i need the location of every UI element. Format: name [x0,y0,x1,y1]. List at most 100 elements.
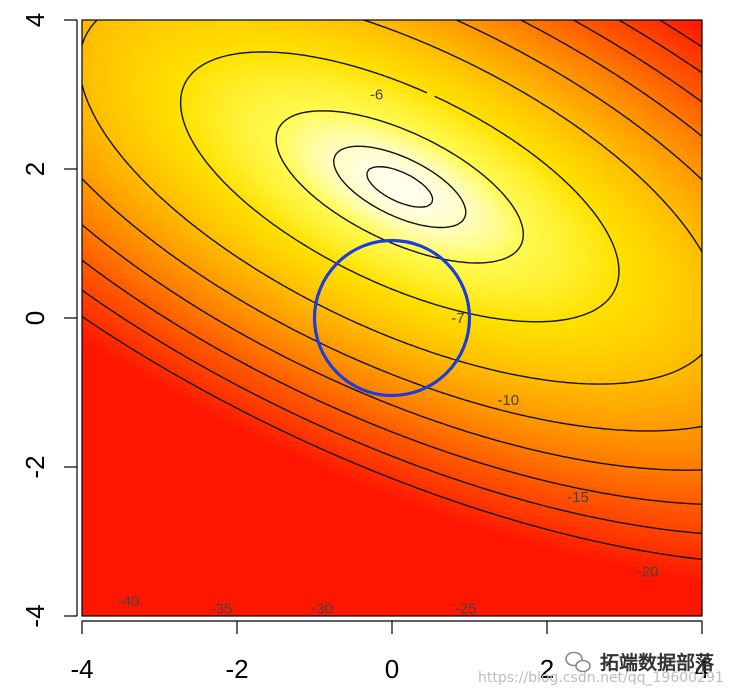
heat-cell [172,109,178,115]
heat-cell [207,178,213,185]
heat-cell [212,516,218,523]
heat-cell [102,208,108,215]
heat-cell [262,506,268,513]
heat-cell [97,233,103,240]
heat-cell [237,278,243,284]
heat-cell [167,347,173,354]
heat-cell [247,318,253,324]
heat-cell [152,99,158,106]
heat-cell [237,308,243,314]
heat-cell [177,377,183,384]
heat-cell [212,372,218,379]
heat-cell [257,169,263,175]
heat-cell [182,422,188,428]
heat-cell [152,496,158,503]
heat-cell [132,606,138,612]
heat-cell [187,476,193,483]
heat-cell [262,437,268,443]
heat-cell [222,159,228,165]
heat-cell [87,476,93,483]
heat-cell [237,159,243,165]
heat-cell [82,571,88,577]
heat-cell [272,581,278,587]
heat-cell [152,591,158,597]
heat-cell [102,556,108,562]
heat-cell [272,218,278,225]
heat-cell [282,476,288,483]
heat-cell [252,486,258,493]
heat-cell [102,64,108,71]
heat-cell [122,392,128,399]
heat-cell [112,462,118,468]
heat-cell [117,169,123,175]
heat-cell [252,134,258,140]
heat-cell [132,74,138,81]
heat-cell [162,407,168,413]
heat-cell [87,342,93,349]
heat-cell [282,377,288,384]
heat-cell [122,104,128,110]
heat-cell [212,198,218,205]
heat-cell [262,84,268,91]
heat-cell [242,367,248,374]
heat-cell [232,109,238,115]
heat-cell [122,253,128,259]
heat-cell [102,278,108,284]
heat-cell [287,273,293,279]
heat-cell [232,208,238,215]
heat-cell [157,551,163,557]
heat-cell [137,119,143,125]
heat-cell [107,372,113,379]
heat-cell [187,367,193,374]
heat-cell [237,124,243,130]
heat-cell [127,203,133,210]
heat-cell [262,606,268,612]
heat-cell [162,402,168,408]
heat-cell [137,601,143,607]
heat-cell [177,546,183,553]
heat-cell [262,357,268,364]
heat-cell [92,362,98,369]
heat-cell [192,164,198,170]
heat-cell [207,208,213,215]
heat-cell [167,357,173,364]
heat-cell [162,318,168,324]
heat-cell [112,29,118,36]
heat-cell [207,193,213,200]
heat-cell [222,586,228,592]
heat-cell [202,322,208,329]
heat-cell [92,238,98,245]
heat-cell [147,546,153,553]
heat-cell [157,188,163,195]
heat-cell [192,34,198,41]
heat-cell [157,79,163,86]
heat-cell [197,104,203,110]
heat-cell [97,566,103,572]
heat-cell [172,79,178,86]
heat-cell [117,44,123,51]
heat-cell [262,347,268,354]
heat-cell [257,382,263,389]
heat-cell [172,119,178,125]
heat-cell [277,178,283,185]
heat-cell [117,462,123,468]
heat-cell [222,119,228,125]
heat-cell [272,486,278,493]
heat-cell [277,397,283,404]
heat-cell [237,392,243,399]
heat-cell [277,452,283,458]
heat-cell [137,313,143,319]
heat-cell [152,541,158,548]
heat-cell [207,561,213,567]
heat-cell [222,427,228,433]
heat-cell [217,313,223,319]
heat-cell [187,481,193,488]
heat-cell [92,39,98,46]
heat-cell [137,149,143,155]
heat-cell [137,129,143,135]
heat-cell [177,437,183,443]
heat-cell [157,457,163,463]
heat-cell [267,144,273,150]
heat-cell [107,74,113,81]
heat-cell [257,571,263,577]
